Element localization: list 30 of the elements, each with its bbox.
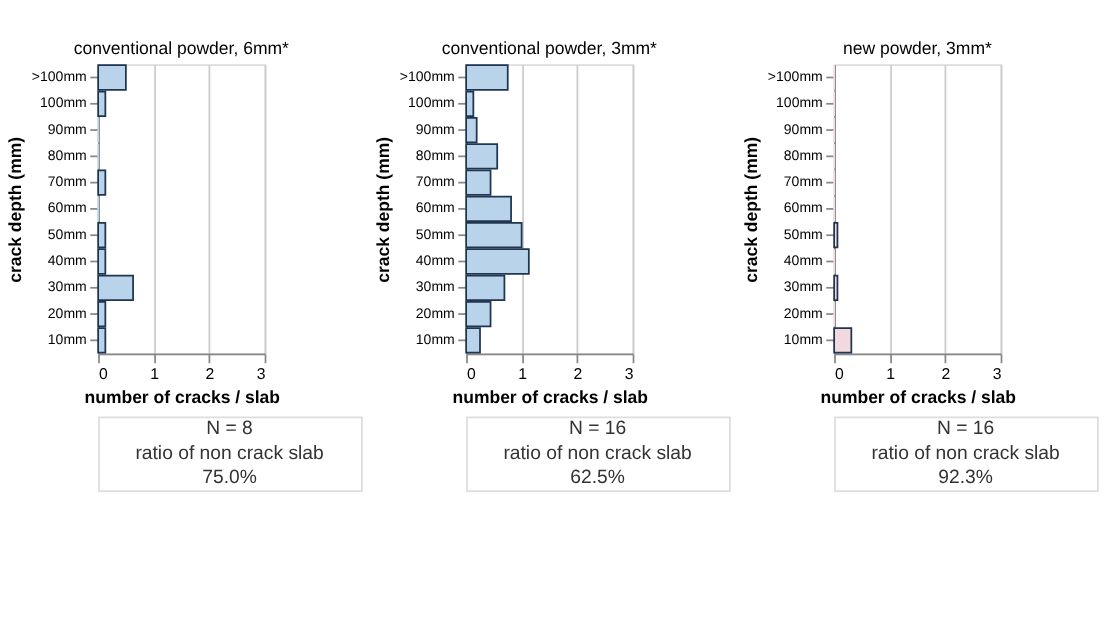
text: 62.5%: [570, 467, 626, 490]
x-tick-label: 0: [99, 364, 110, 383]
y-axis-title: crack depth (mm): [373, 136, 394, 283]
x-tick-label: 1: [886, 364, 895, 383]
text: N = 8: [206, 418, 253, 441]
y-axis-title: crack depth (mm): [5, 136, 26, 283]
x-axis-title: number of cracks / slab: [452, 387, 648, 408]
x-tick-label: 0: [467, 364, 478, 383]
text: 92.3%: [938, 467, 994, 490]
text: N = 16: [936, 418, 995, 441]
y-axis-title: crack depth (mm): [741, 136, 762, 283]
x-tick-label: 1: [518, 364, 527, 383]
x-tick-label: 0: [835, 364, 846, 383]
text: 75.0%: [202, 467, 258, 490]
x-tick-label: 2: [205, 364, 215, 383]
x-tick-label: 3: [256, 364, 267, 383]
x-tick-label: 2: [941, 364, 951, 383]
x-axis-title: number of cracks / slab: [84, 387, 280, 408]
x-tick-label: 2: [573, 364, 583, 383]
text: ratio of non crack slab: [871, 442, 1060, 465]
x-axis-title: number of cracks / slab: [820, 387, 1016, 408]
x-tick-label: 3: [624, 364, 635, 383]
text: N = 16: [568, 418, 627, 441]
chart-title: conventional powder, 6mm*: [73, 37, 291, 58]
text: ratio of non crack slab: [503, 442, 692, 465]
x-tick-label: 1: [150, 364, 159, 383]
text: ratio of non crack slab: [135, 442, 324, 465]
x-tick-label: 3: [992, 364, 1003, 383]
chart-title: conventional powder, 3mm*: [441, 37, 659, 58]
chart-title: new powder, 3mm*: [842, 37, 993, 58]
